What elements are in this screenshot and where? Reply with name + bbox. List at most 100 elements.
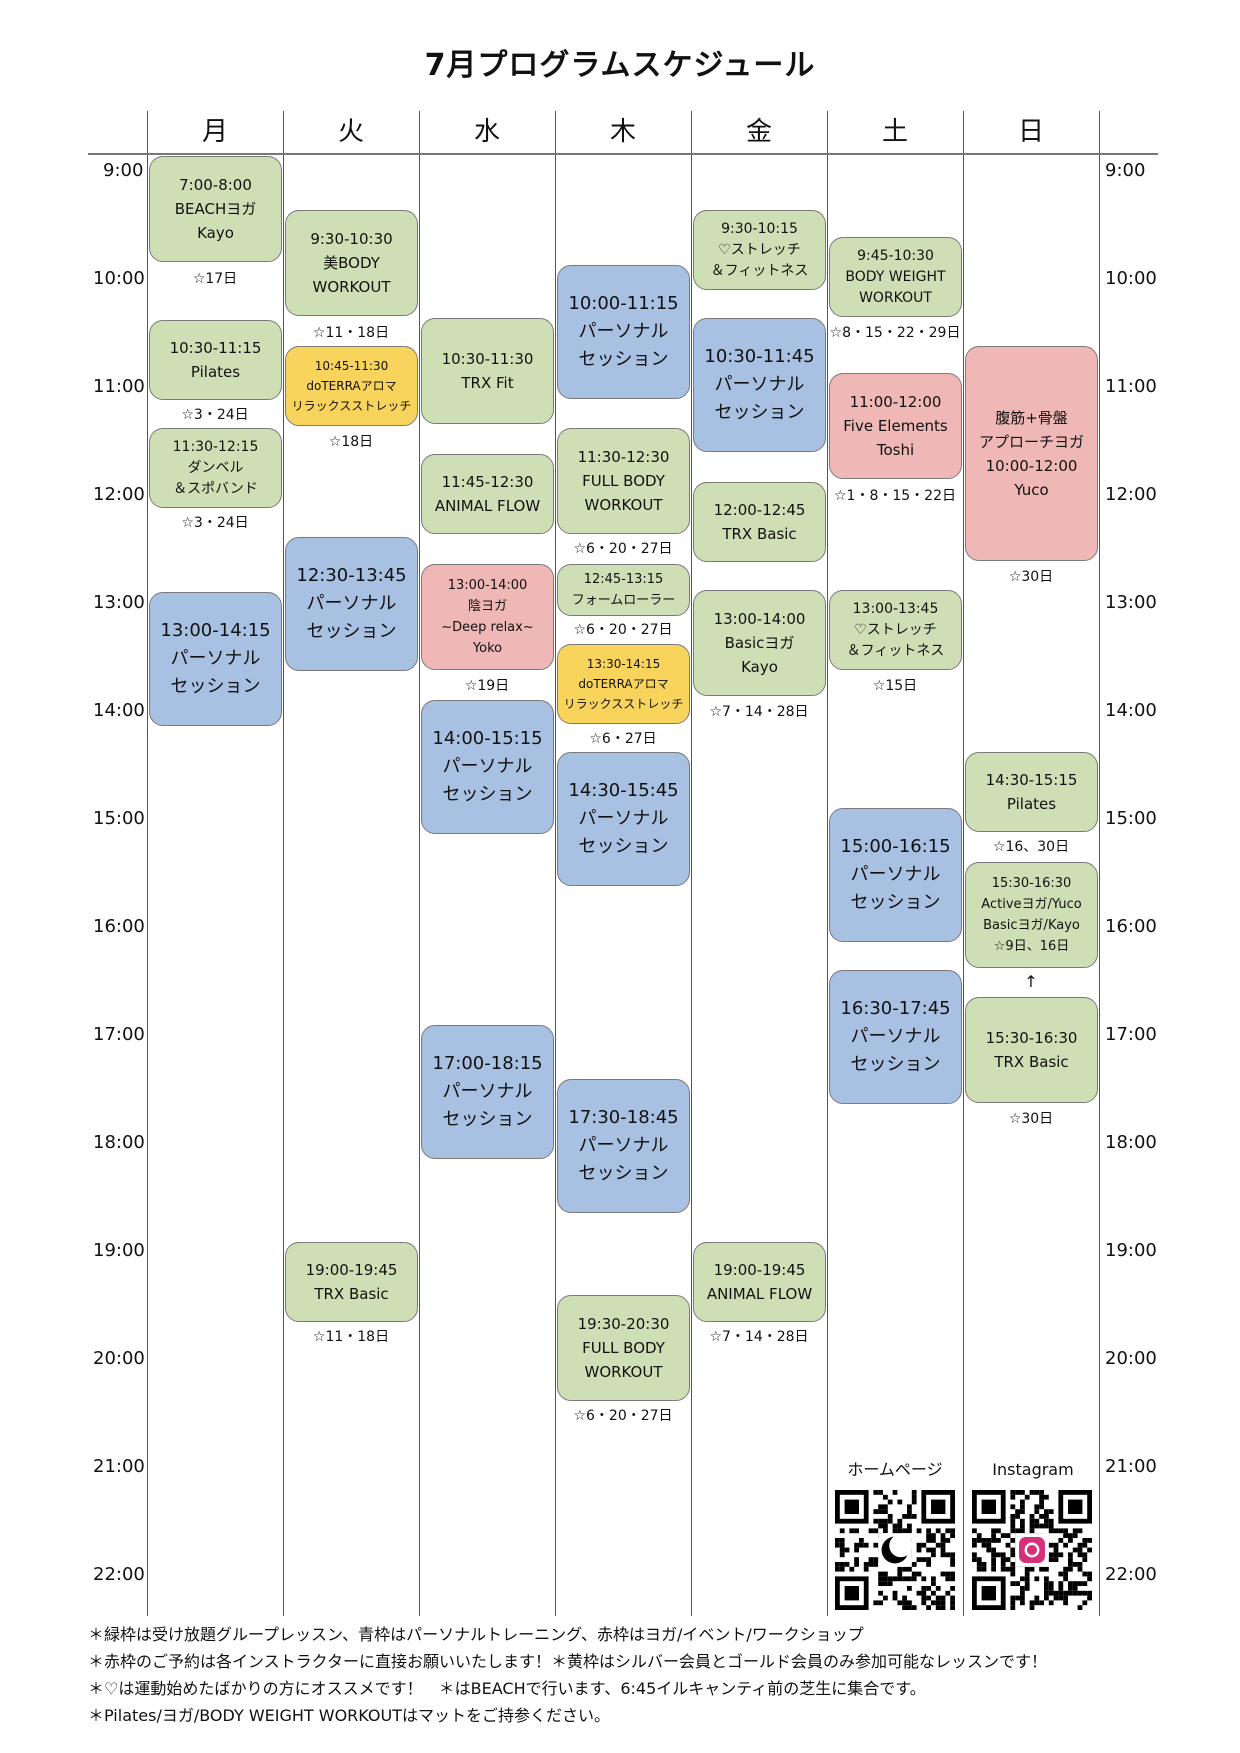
class-block[interactable]: 19:00-19:45 TRX Basic	[285, 1242, 418, 1322]
class-block[interactable]: 14:30-15:15 Pilates	[965, 752, 1098, 832]
qr-module	[1044, 1586, 1049, 1591]
qr-module	[1072, 1581, 1078, 1586]
class-title: TRX Fit	[461, 374, 514, 392]
qr-module	[940, 1538, 946, 1543]
up-arrow-icon: ↑	[1024, 972, 1038, 991]
time-label: 22:00	[93, 1564, 145, 1585]
class-block[interactable]: 15:30-16:30 TRX Basic	[965, 997, 1098, 1103]
qr-module	[1020, 1490, 1025, 1495]
class-block-personal[interactable]: 14:00-15:15 パーソナル セッション	[421, 700, 554, 834]
class-block-personal[interactable]: 14:30-15:45 パーソナル セッション	[557, 752, 690, 886]
homepage-qr-code[interactable]	[835, 1490, 955, 1610]
class-block[interactable]: 19:00-19:45 ANIMAL FLOW	[693, 1242, 826, 1322]
qr-module	[1044, 1509, 1049, 1514]
class-time: 17:30-18:45	[568, 1107, 679, 1128]
class-block[interactable]: 11:45-12:30 ANIMAL FLOW	[421, 454, 554, 534]
class-block-personal[interactable]: 17:00-18:15 パーソナル セッション	[421, 1025, 554, 1159]
qr-module	[950, 1552, 955, 1558]
qr-module	[892, 1528, 898, 1534]
class-block[interactable]: 11:30-12:15 ダンベル ＆スポバンド	[149, 428, 282, 508]
qr-module	[1044, 1595, 1049, 1601]
qr-module	[1034, 1576, 1040, 1582]
qr-module	[926, 1547, 931, 1553]
qr-module	[1053, 1595, 1059, 1601]
class-block-member[interactable]: 10:45-11:30 doTERRAアロマ リラックスストレッチ	[285, 346, 418, 426]
class-block[interactable]: 10:30-11:15 Pilates	[149, 320, 282, 400]
qr-module	[1029, 1523, 1035, 1529]
class-instructor: Kayo	[197, 224, 234, 242]
qr-module	[1068, 1557, 1073, 1562]
class-block[interactable]: 11:30-12:30 FULL BODY WORKOUT	[557, 428, 690, 534]
qr-module	[863, 1566, 869, 1572]
qr-module	[1000, 1557, 1006, 1562]
class-block[interactable]: 9:30-10:15 ♡ストレッチ ＆フィットネス	[693, 210, 826, 290]
class-block[interactable]: 19:30-20:30 FULL BODY WORKOUT	[557, 1295, 690, 1401]
qr-module	[1010, 1566, 1016, 1572]
qr-module	[844, 1499, 859, 1514]
class-block[interactable]: 15:30-16:30 Activeヨガ/Yuco Basicヨガ/Kayo ☆…	[965, 862, 1098, 968]
qr-module	[1020, 1528, 1025, 1534]
qr-module	[902, 1528, 907, 1534]
class-note: ☆6・20・27日	[573, 622, 673, 638]
class-block-personal[interactable]: 10:30-11:45 パーソナル セッション	[693, 318, 826, 452]
class-block[interactable]: 10:30-11:30 TRX Fit	[421, 318, 554, 424]
qr-module	[907, 1504, 912, 1510]
instagram-qr-code[interactable]	[972, 1490, 1092, 1610]
qr-module	[839, 1566, 845, 1572]
class-block[interactable]: 9:30-10:30 美BODY WORKOUT	[285, 210, 418, 316]
class-title: パーソナル	[442, 1081, 533, 1102]
qr-module	[849, 1528, 855, 1534]
qr-module	[1015, 1514, 1020, 1519]
class-block[interactable]: 7:00-8:00 BEACHヨガ Kayo	[149, 156, 282, 262]
class-block-yoga[interactable]: 11:00-12:00 Five Elements Toshi	[829, 373, 962, 479]
qr-module	[1072, 1562, 1078, 1567]
qr-module	[931, 1581, 936, 1586]
class-block-personal[interactable]: 13:00-14:15 パーソナル セッション	[149, 592, 282, 726]
qr-module	[1072, 1590, 1078, 1596]
class-block-personal[interactable]: 12:30-13:45 パーソナル セッション	[285, 537, 418, 671]
footnote: ＊赤枠のご予約は各インストラクターに直接お願いいたします！＊黄枠はシルバー会員と…	[88, 1652, 1048, 1671]
class-time: 9:45-10:30	[857, 247, 934, 264]
class-title: 美BODY	[323, 254, 380, 272]
qr-module	[1053, 1542, 1059, 1548]
class-title: セッション	[442, 784, 533, 805]
class-block-personal[interactable]: 16:30-17:45 パーソナル セッション	[829, 970, 962, 1104]
qr-module	[972, 1552, 977, 1558]
qr-module	[931, 1600, 936, 1606]
class-note: ☆30日	[1008, 569, 1054, 585]
qr-module	[1005, 1557, 1011, 1562]
qr-module	[940, 1542, 946, 1548]
class-title: パーソナル	[442, 756, 533, 777]
qr-module	[1039, 1490, 1044, 1495]
class-block-member[interactable]: 13:30-14:15 doTERRAアロマ リラックスストレッチ	[557, 644, 690, 724]
qr-module	[907, 1576, 912, 1582]
class-block[interactable]: 13:00-14:00 Basicヨガ Kayo	[693, 590, 826, 696]
qr-module	[996, 1528, 1001, 1534]
qr-module	[1000, 1566, 1006, 1572]
class-title: セッション	[442, 1109, 533, 1130]
class-title: TRX Basic	[722, 525, 797, 543]
qr-module	[1058, 1595, 1064, 1601]
class-block[interactable]: 9:45-10:30 BODY WEIGHT WORKOUT	[829, 237, 962, 317]
class-title: パーソナル	[170, 648, 261, 669]
qr-module	[1010, 1514, 1016, 1519]
qr-module	[1015, 1490, 1020, 1495]
class-block-personal[interactable]: 15:00-16:15 パーソナル セッション	[829, 808, 962, 942]
class-block-personal[interactable]: 17:30-18:45 パーソナル セッション	[557, 1079, 690, 1213]
qr-module	[897, 1576, 903, 1582]
qr-module	[1010, 1494, 1016, 1500]
class-time: 13:00-14:00	[713, 610, 806, 628]
class-block-yoga[interactable]: 13:00-14:00 陰ヨガ ~Deep relax~ Yoko	[421, 564, 554, 670]
qr-module	[1044, 1523, 1049, 1529]
class-note: ☆30日	[1008, 1111, 1054, 1127]
class-block-yoga[interactable]: 腹筋+骨盤 アプローチヨガ 10:00-12:00 Yuco	[965, 346, 1098, 561]
class-title: BODY WEIGHT	[845, 268, 946, 285]
class-time: 10:30-11:30	[441, 350, 534, 368]
class-block-personal[interactable]: 10:00-11:15 パーソナル セッション	[557, 265, 690, 399]
qr-module	[1039, 1514, 1044, 1519]
qr-module	[950, 1576, 955, 1582]
qr-module	[921, 1557, 927, 1562]
class-block[interactable]: 13:00-13:45 ♡ストレッチ ＆フィットネス	[829, 590, 962, 670]
class-block[interactable]: 12:45-13:15 フォームローラー	[557, 564, 690, 616]
class-block[interactable]: 12:00-12:45 TRX Basic	[693, 482, 826, 562]
